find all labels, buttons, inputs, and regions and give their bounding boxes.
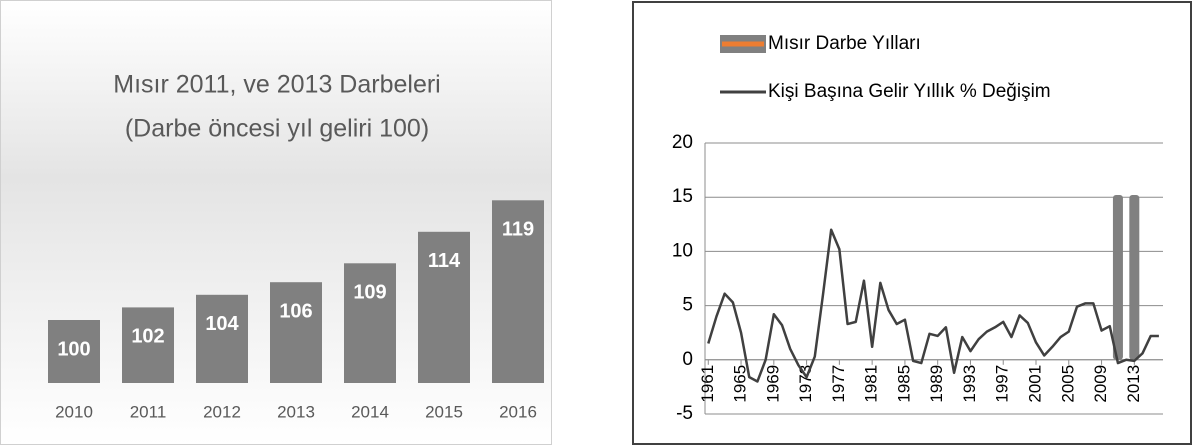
x-tick-label: 2001	[1025, 365, 1044, 403]
bar	[1112, 195, 1123, 360]
x-tick-label: 2013	[1124, 365, 1143, 403]
x-tick-label: 1965	[731, 365, 750, 403]
x-tick-label: 2015	[425, 402, 463, 421]
x-tick-label: 1977	[829, 365, 848, 403]
value-label: 104	[205, 313, 239, 335]
bar	[48, 320, 100, 383]
x-tick-label: 1993	[960, 365, 979, 403]
bar	[196, 294, 248, 383]
bar	[270, 282, 322, 383]
y-tick-label: 0	[682, 349, 693, 370]
bar	[418, 231, 470, 383]
chart-title: Mısır 2011, ve 2013 Darbeleri	[113, 71, 440, 99]
x-tick-label: 1973	[796, 365, 815, 403]
value-label: 100	[57, 338, 90, 360]
legend-label: Kişi Başına Gelir Yıllık % Değişim	[768, 81, 1051, 102]
y-tick-label: -5	[676, 403, 693, 424]
right-panel	[632, 1, 1192, 445]
x-tick-label: 2013	[277, 402, 315, 421]
x-tick-label: 1997	[993, 365, 1012, 403]
x-tick-label: 2005	[1058, 365, 1077, 403]
y-tick-label: 5	[682, 295, 693, 316]
x-tick-label: 2010	[55, 402, 93, 421]
x-tick-label: 1961	[698, 365, 717, 403]
y-tick-label: 15	[672, 186, 693, 207]
y-tick-label: 20	[672, 132, 693, 153]
y-tick-label: 10	[672, 240, 693, 261]
x-tick-label: 2016	[499, 402, 537, 421]
chart-subtitle: (Darbe öncesi yıl geliri 100)	[125, 115, 429, 143]
x-tick-label: 2009	[1091, 365, 1110, 403]
value-label: 102	[131, 326, 164, 348]
value-label: 119	[502, 219, 534, 241]
value-label: 109	[353, 282, 386, 304]
x-tick-label: 2014	[351, 402, 389, 421]
x-tick-label: 1989	[927, 365, 946, 403]
value-label: 114	[428, 250, 461, 272]
bar	[1129, 195, 1140, 360]
legend-label: Mısır Darbe Yılları	[768, 33, 921, 54]
bar	[122, 307, 174, 383]
x-tick-label: 2012	[203, 402, 241, 421]
x-tick-label: 2011	[130, 402, 167, 421]
bar	[344, 263, 396, 383]
line	[707, 228, 1159, 383]
x-tick-label: 1981	[862, 365, 881, 403]
x-tick-label: 1969	[763, 365, 782, 403]
x-tick-label: 1985	[894, 365, 913, 403]
value-label: 106	[279, 300, 312, 322]
bar	[492, 200, 544, 383]
